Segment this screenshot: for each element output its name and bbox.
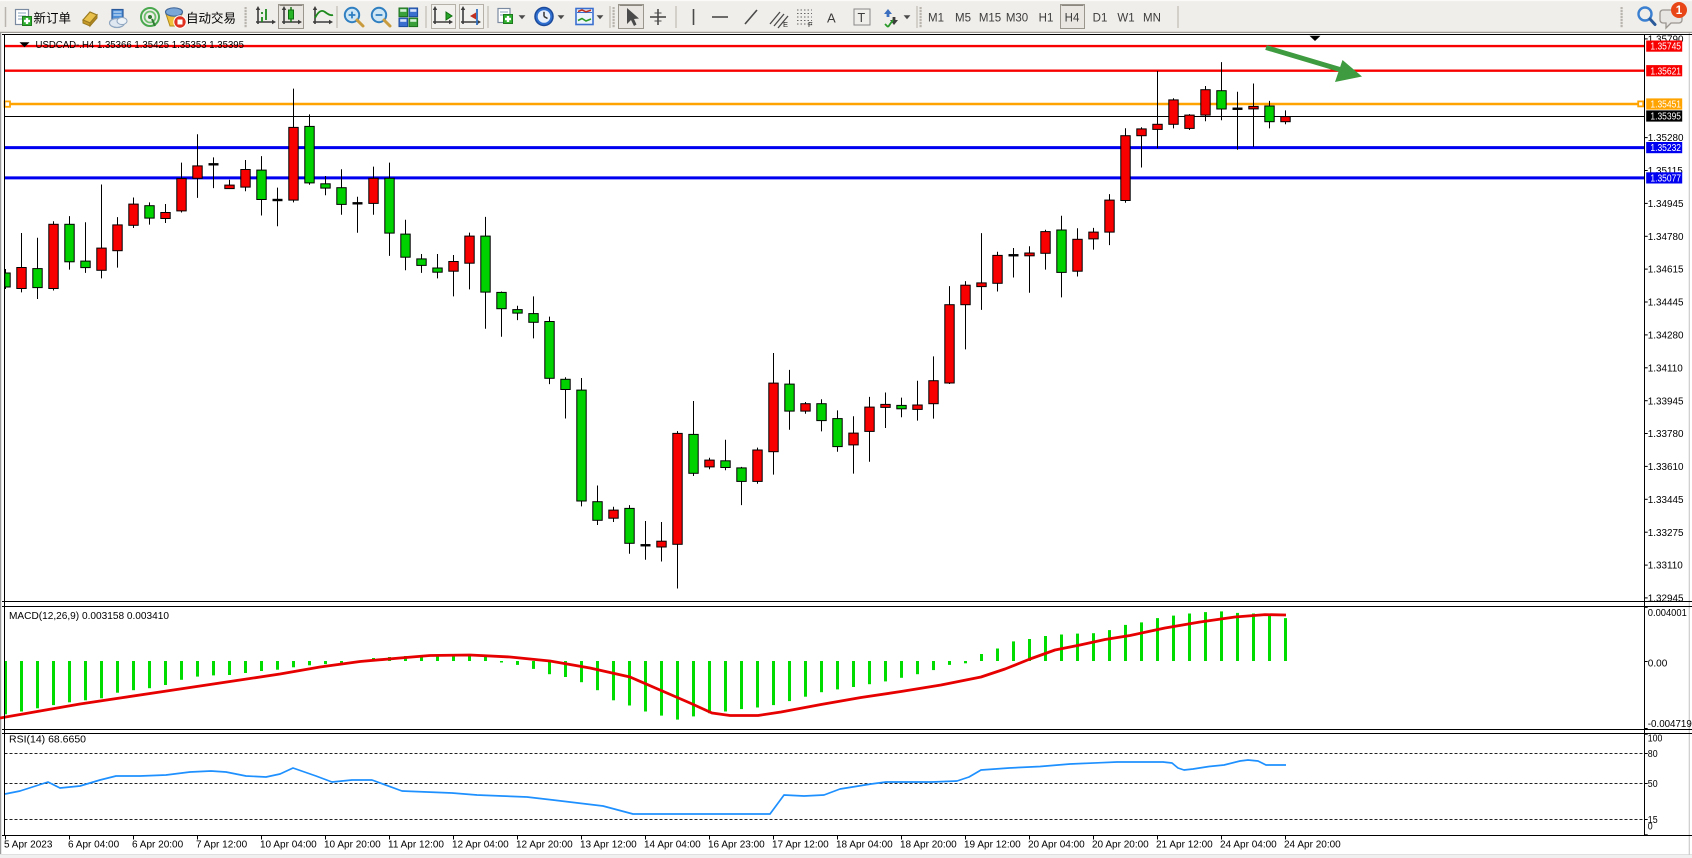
svg-text:1.35077: 1.35077 [1650,174,1681,185]
svg-text:W1: W1 [1117,13,1134,25]
svg-text:1.33445: 1.33445 [1648,495,1684,506]
svg-text:1.34780: 1.34780 [1648,232,1684,243]
svg-text:24 Apr 20:00: 24 Apr 20:00 [1284,839,1341,850]
svg-text:19 Apr 12:00: 19 Apr 12:00 [964,839,1021,850]
svg-text:11 Apr 12:00: 11 Apr 12:00 [388,839,444,850]
svg-text:1.35395: 1.35395 [1650,112,1681,123]
svg-text:1.32945: 1.32945 [1648,594,1684,605]
svg-text:1.35451: 1.35451 [1650,100,1681,111]
svg-text:24 Apr 04:00: 24 Apr 04:00 [1220,839,1277,850]
svg-text:D1: D1 [1093,13,1108,25]
svg-text:-0.004719: -0.004719 [1648,719,1692,730]
svg-text:H4: H4 [1065,13,1080,25]
svg-text:F: F [808,20,813,29]
svg-text:20 Apr 04:00: 20 Apr 04:00 [1028,839,1085,850]
svg-text:7 Apr 12:00: 7 Apr 12:00 [196,839,248,850]
svg-text:1.35745: 1.35745 [1650,42,1681,53]
svg-text:T: T [858,11,866,25]
svg-text:0.004001: 0.004001 [1648,608,1687,619]
svg-text:1.33780: 1.33780 [1648,429,1684,440]
svg-text:MN: MN [1143,13,1161,25]
svg-text:A: A [827,11,836,26]
svg-text:M1: M1 [928,13,944,25]
svg-text:50: 50 [1648,779,1658,790]
svg-text:MACD(12,26,9) 0.003158 0.00341: MACD(12,26,9) 0.003158 0.003410 [9,611,169,622]
svg-text:M5: M5 [955,13,971,25]
svg-text:1.33945: 1.33945 [1648,396,1684,407]
svg-text:1: 1 [1676,5,1683,17]
svg-text:17 Apr 12:00: 17 Apr 12:00 [772,839,829,850]
svg-text:6 Apr 20:00: 6 Apr 20:00 [132,839,184,850]
svg-text:RSI(14) 68.6650: RSI(14) 68.6650 [9,734,86,745]
svg-text:10 Apr 20:00: 10 Apr 20:00 [324,839,381,850]
svg-text:18 Apr 04:00: 18 Apr 04:00 [836,839,893,850]
svg-text:新订单: 新订单 [34,10,72,25]
svg-text:6 Apr 04:00: 6 Apr 04:00 [68,839,120,850]
svg-text:1.34110: 1.34110 [1648,363,1683,374]
svg-text:1.34445: 1.34445 [1648,298,1684,309]
svg-text:H1: H1 [1039,13,1054,25]
svg-text:20 Apr 20:00: 20 Apr 20:00 [1092,839,1149,850]
svg-text:18 Apr 20:00: 18 Apr 20:00 [900,839,957,850]
svg-text:10 Apr 04:00: 10 Apr 04:00 [260,839,317,850]
svg-text:M30: M30 [1006,13,1028,25]
svg-text:1.34280: 1.34280 [1648,331,1684,342]
svg-text:1.34615: 1.34615 [1648,265,1684,276]
svg-text:1.34945: 1.34945 [1648,199,1684,210]
svg-text:0: 0 [1648,822,1653,833]
svg-text:15: 15 [1648,815,1658,826]
svg-text:0.00: 0.00 [1648,659,1668,670]
svg-text:1.35115: 1.35115 [1648,166,1683,177]
svg-text:12 Apr 04:00: 12 Apr 04:00 [452,839,509,850]
svg-text:21 Apr 12:00: 21 Apr 12:00 [1156,839,1213,850]
svg-text:1.35790: 1.35790 [1648,35,1684,46]
svg-text:80: 80 [1648,749,1658,760]
svg-text:1.35232: 1.35232 [1650,143,1681,154]
svg-text:16 Apr 23:00: 16 Apr 23:00 [708,839,765,850]
svg-text:1.35280: 1.35280 [1648,133,1684,144]
svg-text:1.33110: 1.33110 [1648,561,1683,572]
svg-text:1.33610: 1.33610 [1648,462,1684,473]
svg-text:1.35621: 1.35621 [1650,66,1681,77]
svg-text:自动交易: 自动交易 [186,10,236,25]
svg-text:5 Apr 2023: 5 Apr 2023 [4,839,53,850]
svg-text:14 Apr 04:00: 14 Apr 04:00 [644,839,701,850]
svg-text:USDCAD-.H4 1.35366 1.35425 1.: USDCAD-.H4 1.35366 1.35425 1.35353 1.353… [36,40,245,51]
svg-text:100: 100 [1648,733,1663,744]
svg-text:12 Apr 20:00: 12 Apr 20:00 [516,839,573,850]
svg-text:M15: M15 [979,13,1001,25]
svg-text:E: E [783,20,788,29]
svg-text:13 Apr 12:00: 13 Apr 12:00 [580,839,637,850]
svg-text:1.33275: 1.33275 [1648,528,1684,539]
